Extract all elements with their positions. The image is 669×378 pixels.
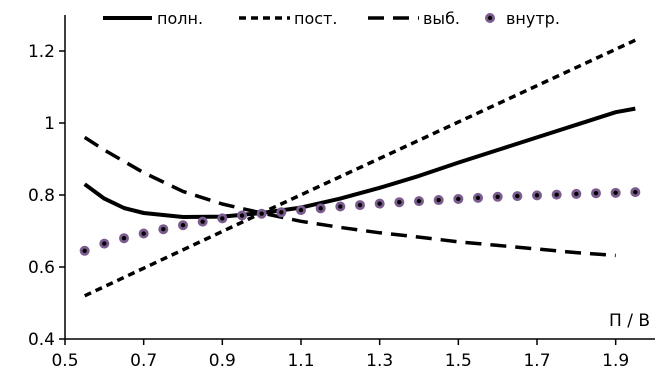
series-1-line — [83, 38, 637, 298]
y-tick-label: 0.8 — [28, 186, 55, 206]
legend-label-1: пост. — [294, 9, 337, 28]
series-3-point-core — [121, 236, 127, 241]
series-3-point-core — [593, 191, 599, 196]
legend-swatch-core-3 — [487, 15, 493, 21]
series-3-point-core — [397, 200, 402, 205]
legend-label-0: полн. — [157, 9, 203, 28]
series-3-point-core — [554, 192, 559, 197]
series-3-point-core — [574, 191, 579, 197]
x-tick-label: 1.3 — [366, 351, 393, 371]
x-tick-label: 1.5 — [445, 351, 472, 371]
series-3-point-core — [239, 213, 245, 218]
x-axis-title: П / В — [609, 311, 650, 331]
x-tick-label: 0.7 — [130, 351, 157, 371]
series-3-point-core — [515, 193, 520, 199]
series-3-point-core — [180, 223, 186, 228]
series-3-point-core — [220, 216, 225, 221]
series-3-point-core — [141, 231, 146, 236]
legend: полн. пост. выб. внутр. — [103, 9, 560, 28]
y-tick-label: 1.2 — [28, 42, 55, 62]
axes-group: 0.4 0.6 0.8 1 1.2 0.5 0.7 0.9 1.1 1.3 1.5 1.7 1.9 — [28, 15, 655, 371]
y-tick-label: 0.6 — [28, 258, 55, 278]
series-3-point-core — [318, 206, 323, 211]
series-3-point-core — [161, 227, 166, 232]
series-2-line — [83, 135, 616, 258]
series-3-point-core — [456, 196, 461, 202]
series-3-point-core — [259, 211, 264, 216]
series-0-line — [83, 106, 636, 219]
series-3-point-core — [633, 189, 638, 195]
series-3-point-core — [495, 194, 500, 199]
series-3-point-core — [534, 193, 540, 198]
y-tick-label: 0.4 — [28, 330, 55, 350]
series-3-point-core — [279, 210, 284, 215]
x-tick-label: 0.9 — [209, 351, 236, 371]
x-tick-label: 1.1 — [287, 351, 314, 371]
series-3-point-core — [200, 219, 205, 224]
series-3-point-core — [613, 190, 618, 196]
series-3-point-core — [377, 201, 382, 206]
series-3-point-core — [416, 198, 422, 204]
series-3-point-core — [357, 202, 363, 208]
series-3-point-core — [436, 197, 441, 203]
series-group — [79, 38, 641, 298]
legend-label-2: выб. — [423, 9, 460, 28]
series-3-point-core — [102, 241, 107, 246]
legend-label-3: внутр. — [506, 9, 560, 28]
x-tick-label: 1.9 — [602, 351, 629, 371]
x-tick-label: 0.5 — [51, 351, 78, 371]
series-3-point-core — [82, 248, 87, 253]
series-3-point-core — [298, 207, 304, 213]
y-tick-label: 1 — [44, 114, 55, 134]
x-tick-label: 1.7 — [523, 351, 550, 371]
series-3-point-core — [475, 195, 481, 201]
series-3-point-core — [338, 204, 343, 209]
